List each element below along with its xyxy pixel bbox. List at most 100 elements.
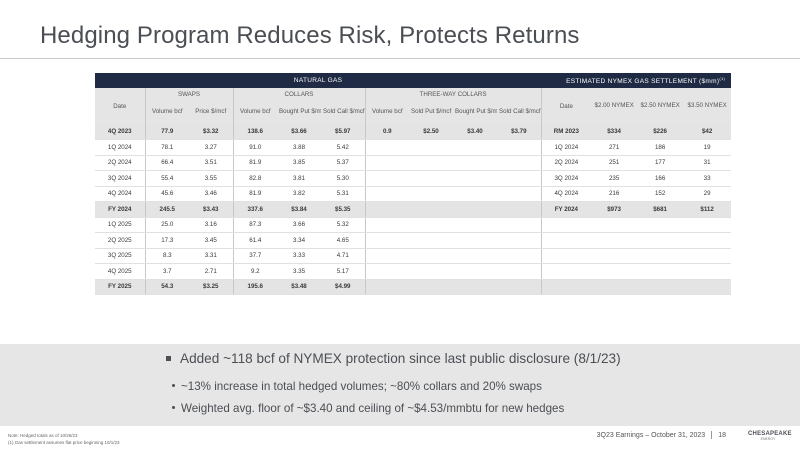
cell-cv: 81.9 xyxy=(232,155,277,171)
cell-tsp xyxy=(409,155,453,171)
cell-e1 xyxy=(591,263,638,280)
cell-edate xyxy=(540,217,592,233)
cell-sv: 245.5 xyxy=(144,201,189,218)
cell-sv: 3.7 xyxy=(144,263,189,280)
cell-e1: $334 xyxy=(591,124,638,140)
cell-date: 1Q 2025 xyxy=(95,217,145,233)
cell-tv xyxy=(364,263,409,280)
cell-sv: 55.4 xyxy=(144,170,189,187)
cell-cv: 61.4 xyxy=(232,232,277,249)
cell-tv xyxy=(364,170,409,187)
cell-e3 xyxy=(683,279,732,295)
cell-edate: 2Q 2024 xyxy=(540,155,592,171)
footer-divider xyxy=(711,431,713,439)
cell-csc: 5.42 xyxy=(321,139,365,156)
cell-sv: 77.9 xyxy=(144,124,189,140)
cell-sv: 45.6 xyxy=(144,186,189,202)
table-row: 2Q 2024 66.4 3.51 81.9 3.85 5.37 2Q 2024 251 177… xyxy=(95,155,732,171)
cell-cv: 9.2 xyxy=(232,263,277,280)
cell-tsc xyxy=(497,263,542,280)
cell-e3: 31 xyxy=(683,155,732,171)
round-bullet-icon xyxy=(172,384,175,388)
cell-cbp: 3.81 xyxy=(277,170,321,187)
cell-e2 xyxy=(637,217,684,233)
cell-e3: 33 xyxy=(683,170,732,187)
cell-tbp: $3.40 xyxy=(453,124,497,140)
hedge-table-body: 4Q 2023 77.9 $3.32 138.6 $3.66 $5.97 0.9 $2.50 $… xyxy=(95,124,732,295)
tw-sold-call-header: Sold Call $/mcf xyxy=(497,100,542,124)
page-title: Hedging Program Reduces Risk, Protects R… xyxy=(40,22,580,49)
cell-tv xyxy=(364,217,409,233)
swaps-volume-header: Volume bcf xyxy=(144,100,189,124)
tw-sold-put-header: Sold Put $/mcf xyxy=(409,100,453,124)
cell-cbp: 3.85 xyxy=(277,155,321,171)
cell-sp: 3.55 xyxy=(189,170,233,187)
cell-tv xyxy=(364,139,409,156)
cell-tsc xyxy=(497,186,542,202)
cell-sp: $3.43 xyxy=(189,201,233,218)
cell-tbp xyxy=(453,248,497,264)
cell-tbp xyxy=(453,232,497,249)
cell-tbp xyxy=(453,201,497,218)
cell-tsp xyxy=(409,263,453,280)
cell-csc: 5.32 xyxy=(321,217,365,233)
collars-volume-header: Volume bcf xyxy=(232,100,277,124)
cell-date: 2Q 2024 xyxy=(95,155,145,171)
natural-gas-banner: NATURAL GAS xyxy=(95,73,542,88)
cell-tv xyxy=(364,279,409,295)
footer-text: 3Q23 Earnings – October 31, 2023 xyxy=(596,431,706,439)
company-logo: CHESAPEAKE ENERGY xyxy=(748,431,792,441)
cell-e1 xyxy=(591,279,638,295)
cell-date: 4Q 2023 xyxy=(95,124,145,140)
cell-sp: 3.51 xyxy=(189,155,233,171)
cell-tsp xyxy=(409,201,453,218)
cell-csc: 4.65 xyxy=(321,232,365,249)
cell-cbp: 3.66 xyxy=(277,217,321,233)
cell-tsp xyxy=(409,139,453,156)
cell-cbp: $3.66 xyxy=(277,124,321,140)
cell-csc: $5.35 xyxy=(321,201,365,218)
cell-sv: 54.3 xyxy=(144,279,189,295)
cell-tsc xyxy=(497,170,542,187)
settlement-banner: ESTIMATED NYMEX GAS SETTLEMENT ($mm)(1) xyxy=(541,73,732,88)
cell-tv xyxy=(364,155,409,171)
cell-sp: $3.32 xyxy=(189,124,233,140)
table-total-row: FY 2024 245.5 $3.43 337.6 $3.84 $5.35 FY 2024 $… xyxy=(95,201,732,218)
table-row: 4Q 2024 45.6 3.46 81.9 3.82 5.31 4Q 2024 216 152… xyxy=(95,186,732,202)
summary-band xyxy=(0,344,800,426)
cell-tsc xyxy=(497,232,542,249)
collars-header: COLLARS xyxy=(232,88,365,100)
cell-e2: $226 xyxy=(637,124,684,140)
cell-e1 xyxy=(591,217,638,233)
cell-cv: 82.8 xyxy=(232,170,277,187)
cell-edate xyxy=(540,263,592,280)
cell-sp: 3.45 xyxy=(189,232,233,249)
bullet-sub-2-text: Weighted avg. floor of ~$3.40 and ceilin… xyxy=(181,402,565,415)
tw-volume-header: Volume bcf xyxy=(364,100,409,124)
cell-sp: 2.71 xyxy=(189,263,233,280)
cell-tbp xyxy=(453,263,497,280)
bullet-main: Added ~118 bcf of NYMEX protection since… xyxy=(166,351,621,366)
cell-tv xyxy=(364,232,409,249)
cell-e3: $42 xyxy=(683,124,732,140)
cell-csc: 4.71 xyxy=(321,248,365,264)
cell-e2 xyxy=(637,279,684,295)
cell-edate xyxy=(540,279,592,295)
cell-tsc: $3.79 xyxy=(497,124,542,140)
collars-sold-call-header: Sold Call $/mcf xyxy=(321,100,365,124)
cell-date: 3Q 2024 xyxy=(95,170,145,187)
square-bullet-icon xyxy=(166,355,171,361)
cell-edate xyxy=(540,232,592,249)
cell-tbp xyxy=(453,139,497,156)
cell-csc: $4.99 xyxy=(321,279,365,295)
cell-tbp xyxy=(453,170,497,187)
cell-e2: 186 xyxy=(637,139,684,156)
bullet-sub-2: Weighted avg. floor of ~$3.40 and ceilin… xyxy=(172,402,564,415)
cell-tsc xyxy=(497,139,542,156)
cell-sv: 78.1 xyxy=(144,139,189,156)
cell-sp: 3.31 xyxy=(189,248,233,264)
nymex-250-header: $2.50 NYMEX xyxy=(637,88,684,124)
table-total-row: FY 2025 54.3 $3.25 195.6 $3.48 $4.99 xyxy=(95,279,732,295)
cell-sv: 8.3 xyxy=(144,248,189,264)
cell-cv: 138.6 xyxy=(232,124,277,140)
